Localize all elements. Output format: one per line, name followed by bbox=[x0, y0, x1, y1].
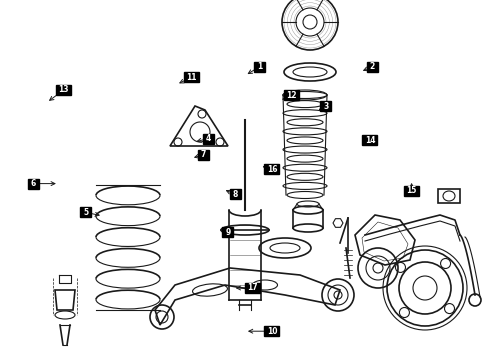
Bar bbox=[203, 134, 214, 144]
Text: 11: 11 bbox=[186, 73, 196, 82]
Bar bbox=[284, 90, 299, 100]
Bar bbox=[254, 62, 265, 72]
Bar bbox=[184, 72, 198, 82]
Text: 1: 1 bbox=[257, 62, 262, 71]
Text: 6: 6 bbox=[31, 179, 36, 188]
Bar bbox=[438, 189, 460, 203]
Bar bbox=[320, 101, 331, 111]
Bar bbox=[265, 326, 279, 336]
Bar bbox=[198, 150, 209, 160]
Text: 14: 14 bbox=[365, 136, 375, 145]
Text: 5: 5 bbox=[83, 208, 88, 217]
Bar bbox=[404, 186, 419, 196]
Text: 10: 10 bbox=[267, 327, 277, 336]
Bar bbox=[56, 85, 71, 95]
Bar bbox=[367, 62, 378, 72]
Bar bbox=[222, 227, 233, 237]
Text: 7: 7 bbox=[201, 150, 206, 159]
Text: 3: 3 bbox=[323, 102, 328, 111]
Text: 17: 17 bbox=[247, 284, 258, 292]
Text: 15: 15 bbox=[406, 186, 417, 195]
Text: 2: 2 bbox=[370, 62, 375, 71]
Bar bbox=[265, 164, 279, 174]
Text: 12: 12 bbox=[286, 91, 297, 100]
Bar bbox=[80, 207, 91, 217]
Text: 8: 8 bbox=[233, 190, 238, 199]
Bar bbox=[363, 135, 377, 145]
Bar bbox=[28, 179, 39, 189]
Text: 13: 13 bbox=[58, 85, 69, 94]
Text: 9: 9 bbox=[225, 228, 230, 237]
Bar bbox=[230, 189, 241, 199]
Text: 16: 16 bbox=[267, 165, 277, 174]
Bar bbox=[245, 283, 260, 293]
Text: 4: 4 bbox=[206, 134, 211, 143]
